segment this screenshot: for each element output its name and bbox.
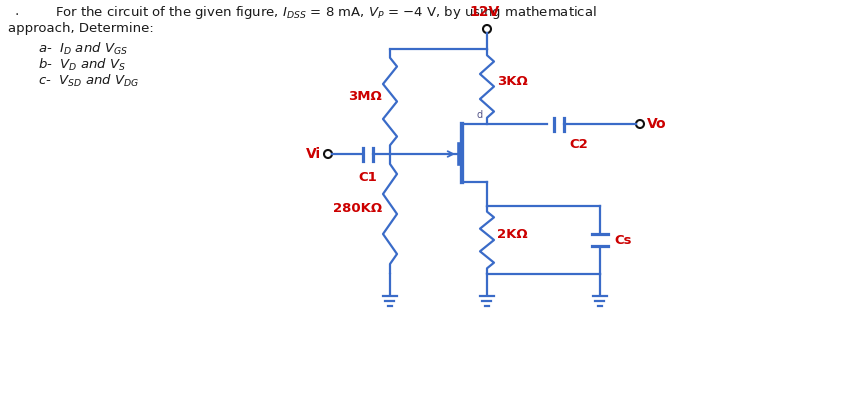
Text: 280KΩ: 280KΩ: [333, 202, 381, 215]
Text: 3MΩ: 3MΩ: [348, 90, 381, 103]
Text: a-  $I_D$ and $V_{GS}$: a- $I_D$ and $V_{GS}$: [38, 41, 128, 57]
Text: For the circuit of the given figure, $I_{DSS}$ = 8 mA, $V_P$ = −4 V, by using ma: For the circuit of the given figure, $I_…: [55, 4, 596, 21]
Text: d: d: [476, 110, 483, 120]
Text: 12V: 12V: [469, 5, 500, 19]
Text: Vo: Vo: [647, 117, 666, 131]
Text: C2: C2: [569, 138, 588, 151]
Text: b-  $V_D$ and $V_S$: b- $V_D$ and $V_S$: [38, 57, 126, 73]
Text: approach, Determine:: approach, Determine:: [8, 22, 154, 35]
Text: c-  $V_{SD}$ and $V_{DG}$: c- $V_{SD}$ and $V_{DG}$: [38, 73, 139, 89]
Text: C1: C1: [358, 171, 377, 184]
Text: Cs: Cs: [613, 234, 630, 246]
Text: Vi: Vi: [305, 147, 321, 161]
Text: $\cdot$: $\cdot$: [14, 6, 19, 20]
Text: 2KΩ: 2KΩ: [496, 229, 527, 242]
Text: 3KΩ: 3KΩ: [496, 75, 527, 88]
